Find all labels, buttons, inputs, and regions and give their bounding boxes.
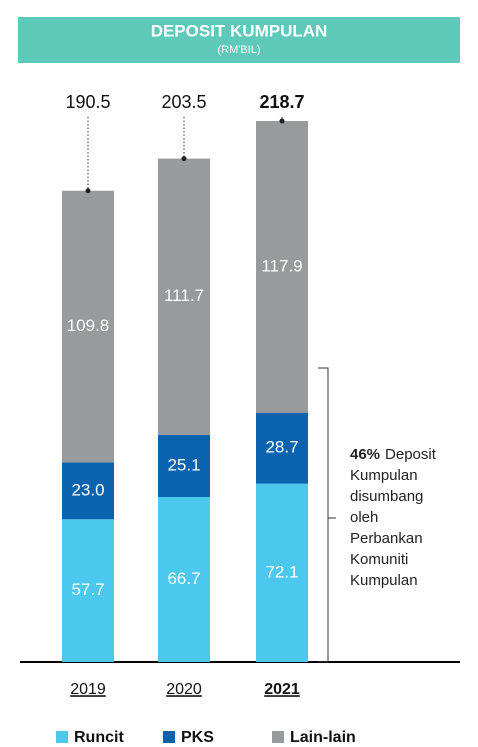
data-label: 109.8 <box>67 316 110 335</box>
x-tick-label: 2020 <box>166 681 202 698</box>
bar-segment <box>158 497 210 662</box>
bar-segment <box>256 483 308 662</box>
bar-segment <box>62 190 114 463</box>
legend-swatch <box>56 731 68 743</box>
data-label: 23.0 <box>71 480 104 499</box>
legend-swatch <box>272 731 284 743</box>
data-label: 111.7 <box>164 286 204 305</box>
data-label: 57.7 <box>71 580 104 599</box>
bar-segment <box>62 462 114 520</box>
data-label: 72.1 <box>265 562 298 581</box>
total-label: 190.5 <box>65 92 110 112</box>
annotation-line: 46% Deposit <box>350 446 437 463</box>
bar-segment <box>256 412 308 484</box>
total-dot <box>85 188 91 194</box>
data-label: 28.7 <box>265 438 298 457</box>
annotation-line: Kumpulan <box>350 572 418 589</box>
bar-segment <box>158 434 210 498</box>
annotation-text: Deposit <box>385 446 437 463</box>
annotation-line: Perbankan <box>350 530 423 547</box>
bar-segment <box>256 121 308 413</box>
total-label: 218.7 <box>259 92 304 112</box>
legend-label: PKS <box>181 729 214 746</box>
data-label: 66.7 <box>167 569 200 588</box>
legend-label: Lain-lain <box>290 729 356 746</box>
total-label: 203.5 <box>161 92 206 112</box>
annotation: 46% Deposit Kumpulan disumbang oleh Perbankan… <box>350 446 437 589</box>
chart-subtitle: (RM'BIL) <box>217 44 260 56</box>
title-banner <box>18 17 460 63</box>
annotation-line: Komuniti <box>350 551 408 568</box>
total-dot <box>279 118 285 124</box>
data-label: 25.1 <box>167 455 200 474</box>
total-dot <box>181 156 187 162</box>
legend-label: Runcit <box>74 729 124 746</box>
legend-swatch <box>163 731 175 743</box>
annotation-highlight: 46% <box>350 446 380 463</box>
x-tick-label: 2021 <box>264 681 300 698</box>
annotation-line: disumbang <box>350 488 423 505</box>
bar-segment <box>62 519 114 662</box>
chart-title: DEPOSIT KUMPULAN <box>151 21 328 40</box>
bracket <box>318 367 336 663</box>
bar-segment <box>158 158 210 435</box>
x-tick-label: 2019 <box>70 681 106 698</box>
annotation-line: oleh <box>350 509 378 526</box>
data-label: 117.9 <box>261 256 302 275</box>
annotation-line: Kumpulan <box>350 467 418 484</box>
